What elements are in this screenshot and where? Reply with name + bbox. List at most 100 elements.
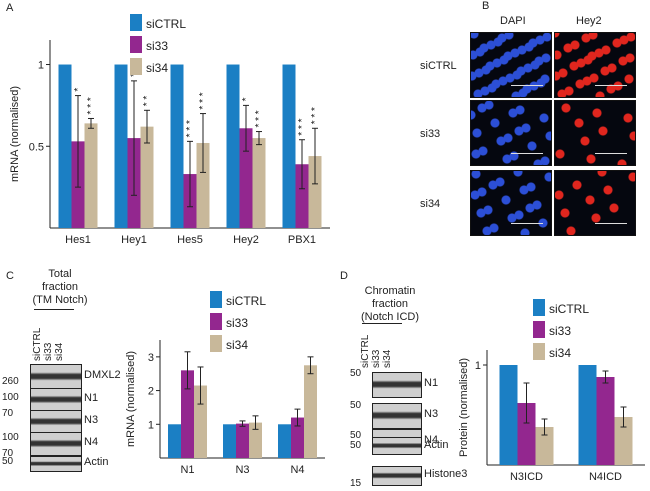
y-tick-label: 1 bbox=[475, 360, 481, 372]
band-label-N1: N1 bbox=[424, 377, 439, 389]
legend-label-si33: si33 bbox=[146, 39, 168, 53]
significance-stars: * * bbox=[142, 96, 153, 107]
panel-label-d: D bbox=[340, 270, 348, 282]
legend-label-si34: si34 bbox=[549, 346, 571, 360]
band-label-Actin: Actin bbox=[84, 456, 109, 468]
band-label-Actin: Actin bbox=[424, 439, 449, 451]
mw-marker: 100 bbox=[2, 432, 19, 443]
blot-strip-Actin bbox=[372, 437, 422, 455]
chart-a: 0.5 1 mRNA (normalised) Hes1 Hey1 Hes5 Hey2 PBX… bbox=[9, 14, 330, 246]
x-tick-label: N4ICD bbox=[589, 471, 622, 483]
mw-marker: 260 bbox=[2, 376, 19, 387]
micro-image-hey2-si33 bbox=[554, 100, 636, 166]
x-tick-label: Hey2 bbox=[233, 234, 259, 246]
lane-label: si33 bbox=[371, 349, 382, 368]
lane-label: siCTRL bbox=[360, 334, 371, 368]
y-axis-label: mRNA (normalised) bbox=[9, 86, 21, 182]
legend-label-si33: si33 bbox=[549, 324, 571, 338]
bar-siCTRL-N3 bbox=[223, 424, 236, 458]
bar-siCTRL-N4ICD bbox=[578, 365, 597, 465]
scale-bar bbox=[511, 223, 543, 224]
lane-label: si34 bbox=[54, 342, 65, 361]
legend-swatch-si34 bbox=[130, 58, 142, 75]
blot-strip-DMXL2 bbox=[30, 364, 82, 390]
legend-swatch-si33 bbox=[210, 313, 222, 330]
significance-stars: * bbox=[73, 88, 84, 92]
scale-bar bbox=[511, 153, 543, 154]
significance-stars: * * * bbox=[185, 120, 196, 137]
micro-image-dapi-si34 bbox=[470, 170, 552, 236]
y-tick-label: 1 bbox=[38, 60, 44, 72]
blot-title: Chromatin bbox=[364, 285, 416, 297]
y-tick-label: 2 bbox=[148, 386, 154, 398]
bar-si34-Hes5 bbox=[196, 142, 210, 228]
x-tick-label: Hes5 bbox=[177, 234, 203, 246]
bar-si34-N4ICD bbox=[614, 417, 633, 465]
panel-label-a: A bbox=[6, 2, 14, 14]
bar-siCTRL-N3ICD bbox=[499, 365, 518, 465]
bar-si33-N4 bbox=[291, 417, 304, 458]
band-label-N3: N3 bbox=[84, 414, 99, 426]
blot-title: (Notch ICD) bbox=[360, 311, 420, 323]
mw-marker: 50 bbox=[350, 430, 362, 441]
blot-strip-N3 bbox=[372, 403, 422, 429]
bar-si33-N1 bbox=[181, 370, 194, 458]
significance-stars: * bbox=[241, 97, 252, 101]
micro-image-dapi-si33 bbox=[470, 100, 552, 166]
scale-bar bbox=[595, 223, 627, 224]
mw-marker: 50 bbox=[350, 400, 362, 411]
y-tick-label: 3 bbox=[148, 352, 154, 364]
legend-swatch-si33 bbox=[130, 36, 142, 53]
micro-row-label-siCTRL: siCTRL bbox=[420, 60, 457, 72]
bar-si33-PBX1 bbox=[295, 164, 309, 228]
bar-si34-Hey1 bbox=[140, 126, 154, 228]
mw-marker: 70 bbox=[2, 408, 14, 419]
bar-siCTRL-PBX1 bbox=[282, 64, 296, 229]
bar-si33-N4ICD bbox=[596, 377, 615, 465]
bar-siCTRL-Hes1 bbox=[58, 64, 72, 229]
micro-col-dapi: DAPI bbox=[500, 15, 526, 27]
y-tick-label: 0.5 bbox=[29, 141, 44, 153]
lane-label: si34 bbox=[382, 349, 393, 368]
legend-label-si34: si34 bbox=[226, 338, 248, 352]
significance-stars: * * * bbox=[254, 110, 265, 127]
band-label-DMXL2: DMXL2 bbox=[84, 369, 121, 381]
x-tick-label: N3 bbox=[235, 464, 249, 476]
legend-label-siCTRL: siCTRL bbox=[226, 294, 266, 308]
band-label-N4: N4 bbox=[424, 434, 439, 446]
micro-col-hey2: Hey2 bbox=[576, 15, 602, 27]
bar-siCTRL-N4 bbox=[278, 424, 291, 458]
bar-siCTRL-N1 bbox=[168, 424, 181, 458]
legend-label-si33: si33 bbox=[226, 316, 248, 330]
lane-label: siCTRL bbox=[32, 327, 43, 361]
legend-swatch-siCTRL bbox=[533, 299, 545, 316]
significance-stars: * * * bbox=[297, 118, 308, 135]
bar-siCTRL-Hey2 bbox=[226, 64, 240, 229]
bar-si33-N3 bbox=[236, 423, 249, 458]
legend-swatch-si34 bbox=[210, 335, 222, 352]
micro-row-label-si33: si33 bbox=[420, 128, 441, 140]
blot-title: (TM Notch) bbox=[32, 294, 88, 306]
band-label-N1: N1 bbox=[84, 392, 99, 404]
bar-si34-N3 bbox=[249, 422, 262, 458]
lane-label: si33 bbox=[43, 342, 54, 361]
legend-label-siCTRL: siCTRL bbox=[549, 302, 589, 316]
band-label-N4: N4 bbox=[84, 436, 99, 448]
panel-label-b: B bbox=[482, 0, 490, 12]
bar-si33-N3ICD bbox=[517, 403, 536, 465]
y-tick-label: 1 bbox=[148, 419, 154, 431]
significance-stars: * * * bbox=[310, 107, 321, 124]
bar-si34-N1 bbox=[194, 385, 207, 458]
significance-stars: * * * bbox=[86, 97, 97, 114]
x-tick-label: Hey1 bbox=[121, 234, 147, 246]
significance-stars: * * * bbox=[198, 92, 209, 109]
band-label-N3: N3 bbox=[424, 408, 439, 420]
mw-marker: 100 bbox=[2, 392, 19, 403]
bar-si34-Hes1 bbox=[84, 123, 98, 228]
blot-strip-N4 bbox=[30, 432, 82, 456]
bar-siCTRL-Hes5 bbox=[170, 64, 184, 229]
blot-title: fraction bbox=[41, 281, 79, 293]
blot-strip-N1 bbox=[30, 388, 82, 412]
mw-marker: 70 bbox=[2, 448, 14, 459]
x-tick-label: Hes1 bbox=[65, 234, 91, 246]
